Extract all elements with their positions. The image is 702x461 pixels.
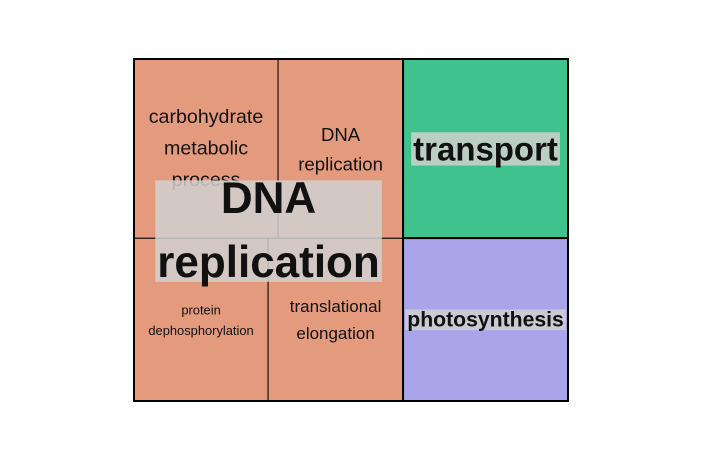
label-line: DNA (221, 174, 316, 223)
group-label-bg (405, 309, 566, 331)
label-line: dephosphorylation (148, 322, 253, 337)
group-label-bg (155, 180, 382, 282)
label-line: replication (298, 153, 383, 174)
group-label-bg (411, 132, 560, 166)
label-line: replication (157, 237, 380, 286)
label-line: DNA (321, 123, 361, 144)
group-label: DNA replication (157, 174, 380, 287)
label-line: elongation (296, 324, 374, 343)
tile-label: DNA replication (298, 123, 383, 174)
label-line: photosynthesis (407, 308, 564, 331)
group-label: photosynthesis (407, 308, 564, 331)
label-line: translational (290, 297, 382, 316)
group-label: transport (413, 130, 558, 167)
label-line: protein (181, 302, 220, 317)
label-line: transport (413, 130, 558, 167)
tile-label: translational elongation (290, 297, 382, 343)
outer-border (133, 58, 569, 402)
tile-label: protein dephosphorylation (148, 302, 253, 338)
label-line: metabolic (164, 138, 248, 160)
label-line: carbohydrate (149, 106, 264, 128)
